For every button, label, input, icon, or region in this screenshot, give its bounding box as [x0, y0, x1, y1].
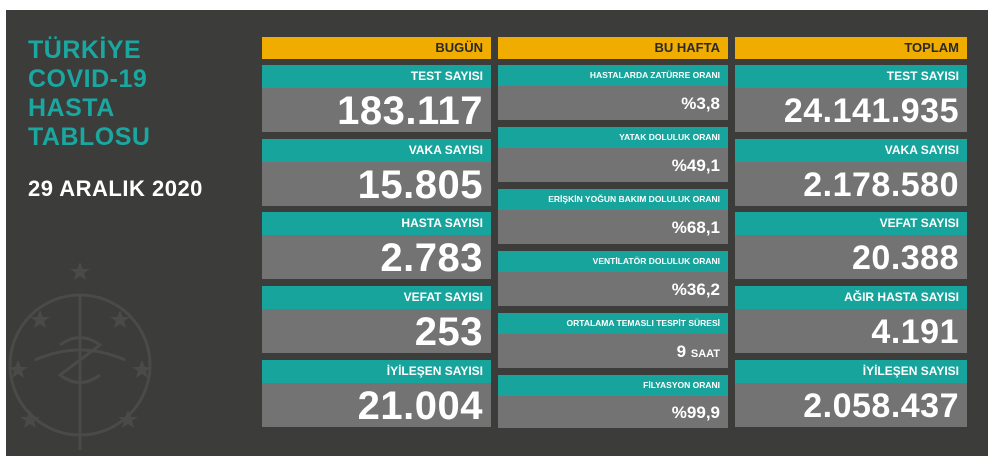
total-death-value: 20.388	[735, 235, 967, 279]
total-case-card: VAKA SAYISI 2.178.580	[735, 139, 967, 206]
today-recovered-card: İYİLEŞEN SAYISI 21.004	[262, 360, 491, 428]
week-icu-label: ERİŞKİN YOĞUN BAKIM DOLULUK ORANI	[498, 189, 728, 210]
week-filiation-value: %99,9	[498, 396, 728, 428]
today-case-label: VAKA SAYISI	[262, 139, 491, 162]
today-recovered-value: 21.004	[262, 383, 491, 428]
report-date: 29 ARALIK 2020	[28, 176, 203, 201]
week-filiation-label: FİLYASYON ORANI	[498, 375, 728, 396]
total-death-card: VEFAT SAYISI 20.388	[735, 212, 967, 279]
total-header: TOPLAM	[735, 37, 967, 59]
total-case-label: VAKA SAYISI	[735, 139, 967, 162]
total-recovered-value: 2.058.437	[735, 383, 967, 427]
week-contact-label: ORTALAMA TEMASLI TESPİT SÜRESİ	[498, 313, 728, 334]
today-death-label: VEFAT SAYISI	[262, 286, 491, 309]
total-test-card: TEST SAYISI 24.141.935	[735, 65, 967, 132]
today-header: BUGÜN	[262, 37, 491, 59]
title-line-4: TABLOSU	[28, 123, 151, 151]
week-ventilator-value: %36,2	[498, 272, 728, 306]
week-bed-card: YATAK DOLULUK ORANI %49,1	[498, 127, 728, 182]
total-critical-card: AĞIR HASTA SAYISI 4.191	[735, 286, 967, 353]
title-line-1: TÜRKİYE	[28, 36, 142, 64]
today-death-value: 253	[262, 309, 491, 354]
week-contact-card: ORTALAMA TEMASLI TESPİT SÜRESİ 9 SAAT	[498, 313, 728, 368]
total-death-label: VEFAT SAYISI	[735, 212, 967, 235]
total-test-value: 24.141.935	[735, 88, 967, 132]
title-line-2: COVID-19	[28, 65, 148, 93]
today-test-label: TEST SAYISI	[262, 65, 491, 88]
total-recovered-card: İYİLEŞEN SAYISI 2.058.437	[735, 360, 967, 427]
week-icu-value: %68,1	[498, 210, 728, 244]
dashboard-title: TÜRKİYE COVID-19 HASTA TABLOSU	[28, 36, 150, 152]
ministry-emblem-icon	[8, 262, 152, 450]
week-pneumonia-value: %3,8	[498, 86, 728, 120]
today-test-card: TEST SAYISI 183.117	[262, 65, 491, 133]
week-pneumonia-label: HASTALARDA ZATÜRRE ORANI	[498, 65, 728, 86]
total-case-value: 2.178.580	[735, 162, 967, 206]
week-bed-label: YATAK DOLULUK ORANI	[498, 127, 728, 148]
total-critical-value: 4.191	[735, 309, 967, 353]
week-column: BU HAFTA	[498, 37, 728, 59]
today-recovered-label: İYİLEŞEN SAYISI	[262, 360, 491, 383]
week-contact-value-box: 9 SAAT	[498, 334, 728, 368]
total-column: TOPLAM	[735, 37, 967, 59]
week-filiation-card: FİLYASYON ORANI %99,9	[498, 375, 728, 428]
today-patient-label: HASTA SAYISI	[262, 212, 491, 235]
week-contact-value: 9	[676, 342, 687, 361]
today-death-card: VEFAT SAYISI 253	[262, 286, 491, 354]
total-test-label: TEST SAYISI	[735, 65, 967, 88]
today-patient-value: 2.783	[262, 235, 491, 280]
total-recovered-label: İYİLEŞEN SAYISI	[735, 360, 967, 383]
week-ventilator-label: VENTİLATÖR DOLULUK ORANI	[498, 251, 728, 272]
week-pneumonia-card: HASTALARDA ZATÜRRE ORANI %3,8	[498, 65, 728, 120]
week-contact-unit: SAAT	[690, 348, 720, 360]
today-column: BUGÜN	[262, 37, 491, 59]
today-case-value: 15.805	[262, 162, 491, 207]
week-icu-card: ERİŞKİN YOĞUN BAKIM DOLULUK ORANI %68,1	[498, 189, 728, 244]
today-test-value: 183.117	[262, 88, 491, 133]
total-critical-label: AĞIR HASTA SAYISI	[735, 286, 967, 309]
today-patient-card: HASTA SAYISI 2.783	[262, 212, 491, 280]
week-ventilator-card: VENTİLATÖR DOLULUK ORANI %36,2	[498, 251, 728, 306]
week-bed-value: %49,1	[498, 148, 728, 182]
week-header: BU HAFTA	[498, 37, 728, 59]
today-case-card: VAKA SAYISI 15.805	[262, 139, 491, 207]
title-line-3: HASTA	[28, 94, 115, 122]
